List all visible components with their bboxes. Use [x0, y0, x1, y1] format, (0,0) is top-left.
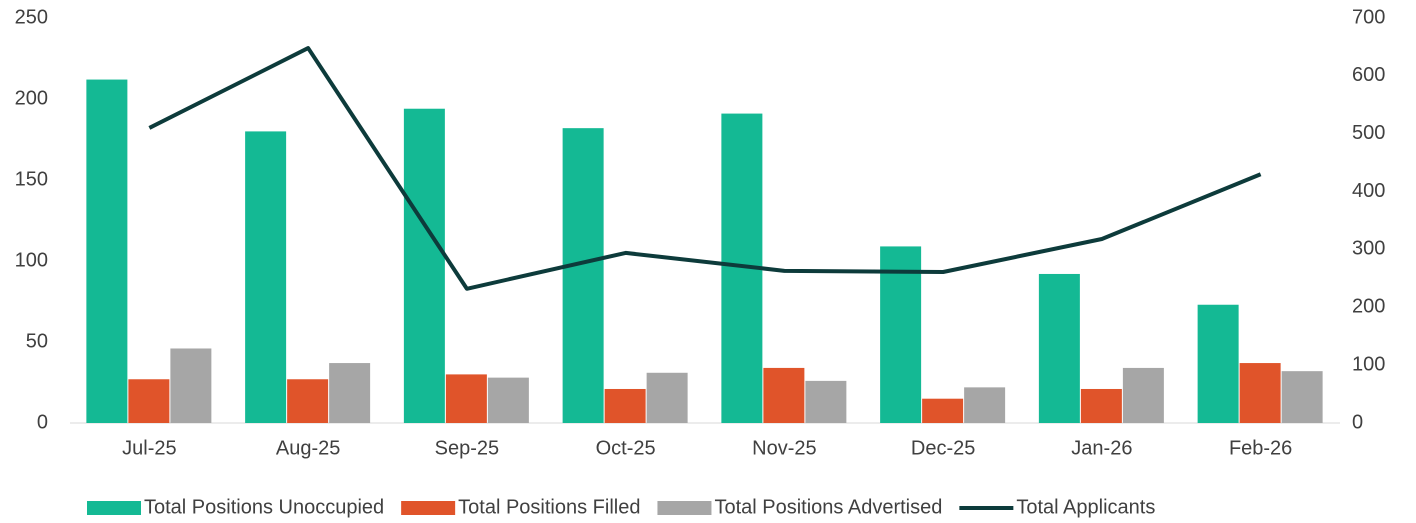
x-tick-label: Sep-25 [435, 437, 500, 459]
y2-tick-label: 0 [1352, 411, 1363, 433]
legend-label: Total Positions Filled [458, 496, 640, 518]
y2-tick-label: 400 [1352, 180, 1385, 202]
x-tick-label: Feb-26 [1229, 437, 1292, 459]
x-tick-label: Jul-25 [122, 437, 176, 459]
x-tick-label: Jan-26 [1071, 437, 1132, 459]
x-tick-label: Nov-25 [752, 437, 816, 459]
bar [86, 79, 128, 423]
bar [329, 363, 371, 423]
y2-tick-label: 500 [1352, 122, 1385, 144]
y-tick-label: 50 [26, 330, 48, 352]
bar [487, 377, 529, 423]
legend-label: Total Applicants [1016, 496, 1155, 518]
y2-tick-label: 100 [1352, 353, 1385, 375]
y2-tick-label: 300 [1352, 238, 1385, 260]
bar [562, 128, 604, 423]
y2-tick-label: 200 [1352, 296, 1385, 318]
bar [1080, 388, 1122, 423]
bar [805, 380, 847, 423]
y-tick-label: 200 [15, 87, 48, 109]
legend-swatch [87, 501, 141, 515]
y2-tick-label: 600 [1352, 64, 1385, 86]
x-tick-label: Dec-25 [911, 437, 975, 459]
bar [287, 379, 329, 423]
bar [1197, 304, 1239, 423]
bar [1122, 367, 1164, 423]
legend-swatch [401, 501, 456, 515]
legend-swatch [657, 501, 712, 515]
x-tick-label: Aug-25 [276, 437, 341, 459]
y-tick-label: 250 [15, 6, 48, 28]
y-tick-label: 100 [15, 249, 48, 271]
line [148, 46, 1262, 291]
bar [1281, 371, 1323, 423]
bar [604, 388, 646, 423]
bar [403, 108, 445, 423]
bar [964, 387, 1006, 423]
y2-tick-label: 700 [1352, 6, 1385, 28]
bar [646, 372, 688, 423]
bar [170, 348, 212, 423]
bar [1038, 273, 1080, 423]
bar [245, 131, 287, 423]
bar [445, 374, 487, 423]
y-tick-label: 150 [15, 168, 48, 190]
bar [922, 398, 964, 423]
legend-label: Total Positions Unoccupied [144, 496, 384, 518]
bar [1239, 363, 1281, 423]
legend-label: Total Positions Advertised [714, 496, 942, 518]
bar [880, 246, 922, 423]
bar [128, 379, 170, 423]
bar [763, 367, 805, 423]
x-tick-label: Oct-25 [596, 437, 656, 459]
y-tick-label: 0 [37, 411, 48, 433]
